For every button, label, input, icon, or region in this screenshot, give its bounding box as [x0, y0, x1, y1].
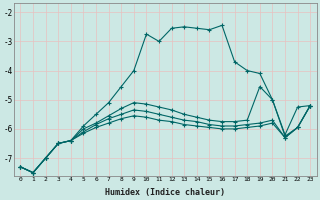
X-axis label: Humidex (Indice chaleur): Humidex (Indice chaleur) [105, 188, 225, 197]
